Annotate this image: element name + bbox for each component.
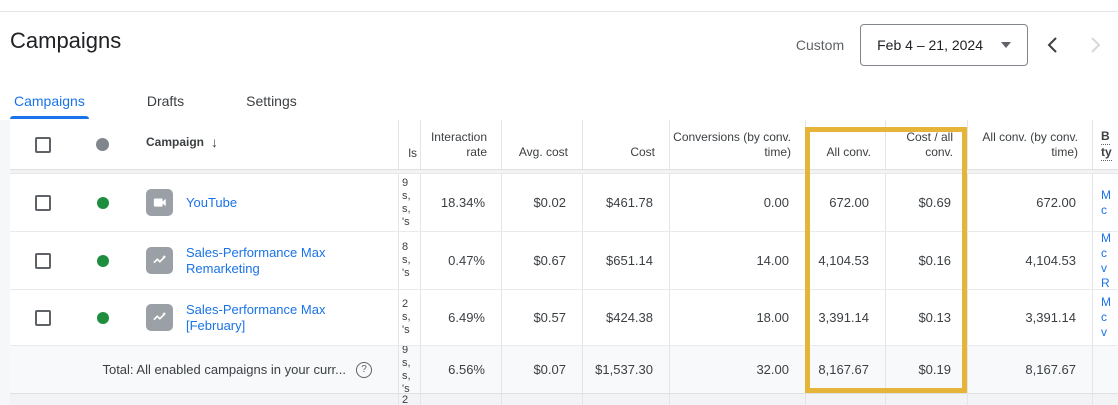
cell-all-conv: 4,104.53 (805, 232, 885, 289)
col-header-cost-all-conv[interactable]: Cost / all conv. (885, 120, 967, 169)
table-header-row: Campaign ↓ ls Interaction rate Avg. cost… (10, 120, 1118, 170)
performance-max-campaign-icon (146, 247, 173, 274)
tab-bar: Campaigns Drafts Settings (10, 90, 301, 119)
col-header-all-conv[interactable]: All conv. (805, 120, 885, 169)
cell-cost: $461.78 (582, 174, 669, 231)
previous-date-range-button[interactable] (1036, 28, 1070, 62)
video-campaign-icon (146, 189, 173, 216)
header-checkbox-cell (10, 120, 75, 169)
cell-interaction-rate: 0.47% (420, 232, 501, 289)
col-header-avg-cost[interactable]: Avg. cost (501, 120, 582, 169)
date-range-picker[interactable]: Feb 4 – 21, 2024 (860, 24, 1028, 66)
help-icon[interactable]: ? (356, 361, 372, 378)
cell-cost: $424.38 (582, 290, 669, 345)
campaign-link[interactable]: YouTube (186, 194, 238, 210)
cell-avg-cost: $0.67 (501, 232, 582, 289)
cell-interaction-rate: 6.49% (420, 290, 501, 345)
status-filter-dot-icon (96, 138, 109, 151)
truncated-cell: 2 (398, 394, 420, 405)
cell-bid-strategy[interactable]: M c v R (1092, 232, 1118, 289)
cell-conversions-by-time: 0.00 (669, 174, 805, 231)
cell-interaction-rate: 18.34% (420, 174, 501, 231)
total-row: Total: All enabled campaigns in your cur… (10, 346, 1118, 394)
caret-down-icon (1001, 42, 1011, 48)
cell-bid-strategy[interactable]: M c (1092, 174, 1118, 231)
row-checkbox[interactable] (34, 194, 51, 211)
row-checkbox[interactable] (34, 252, 51, 269)
select-all-checkbox[interactable] (34, 136, 51, 153)
performance-max-campaign-icon (146, 304, 173, 331)
col-header-truncated[interactable]: ls (398, 120, 420, 169)
header-separator (10, 170, 1118, 174)
chevron-right-icon (1091, 37, 1101, 53)
truncated-cell: 2 s, 's (398, 290, 420, 345)
status-enabled-icon (96, 254, 109, 267)
total-row-label: Total: All enabled campaigns in your cur… (102, 362, 346, 377)
cell-conversions-by-time: 14.00 (669, 232, 805, 289)
date-range-value: Feb 4 – 21, 2024 (877, 37, 983, 53)
total-cost-all-conv: $0.19 (885, 346, 967, 393)
col-header-conversions-by-time[interactable]: Conversions (by conv. time) (669, 120, 805, 169)
left-gutter (0, 120, 10, 405)
header-status-cell (75, 120, 130, 169)
total-bid-strategy-cell (1092, 346, 1118, 393)
total-avg-cost: $0.07 (501, 346, 582, 393)
cell-cost: $651.14 (582, 232, 669, 289)
cell-bid-strategy[interactable]: M c v (1092, 290, 1118, 345)
campaign-link[interactable]: Sales-Performance Max [February] (186, 301, 326, 333)
sort-descending-icon: ↓ (211, 133, 219, 150)
truncated-cell: 8 s, 's (398, 232, 420, 289)
col-header-interaction-rate[interactable]: Interaction rate (420, 120, 501, 169)
table-row: YouTube 9 s, s, 's 18.34% $0.02 $461.78 … (10, 174, 1118, 232)
truncated-cell: 9 s, s, 's (398, 174, 420, 231)
cell-avg-cost: $0.57 (501, 290, 582, 345)
cell-conversions-by-time: 18.00 (669, 290, 805, 345)
tab-drafts[interactable]: Drafts (146, 93, 185, 109)
total-cost: $1,537.30 (582, 346, 669, 393)
partial-next-row: 2 (10, 394, 1118, 405)
cell-avg-cost: $0.02 (501, 174, 582, 231)
col-header-campaign[interactable]: Campaign ↓ (146, 133, 219, 150)
cell-all-conv: 672.00 (805, 174, 885, 231)
cell-all-conv-by-time: 672.00 (967, 174, 1092, 231)
tab-settings[interactable]: Settings (246, 93, 297, 109)
table-row: Sales-Performance Max [February] 2 s, 's… (10, 290, 1118, 346)
status-enabled-icon (96, 311, 109, 324)
campaign-link[interactable]: Sales-Performance Max Remarketing (186, 244, 326, 276)
cell-all-conv: 3,391.14 (805, 290, 885, 345)
total-conversions-by-time: 32.00 (669, 346, 805, 393)
cell-cost-all-conv: $0.16 (885, 232, 967, 289)
col-header-all-conv-by-time[interactable]: All conv. (by conv. time) (967, 120, 1092, 169)
cell-all-conv-by-time: 4,104.53 (967, 232, 1092, 289)
col-header-cost[interactable]: Cost (582, 120, 669, 169)
total-all-conv-by-time: 8,167.67 (967, 346, 1092, 393)
cell-cost-all-conv: $0.13 (885, 290, 967, 345)
col-header-bid-strategy-type[interactable]: B ty (1092, 120, 1118, 169)
cell-cost-all-conv: $0.69 (885, 174, 967, 231)
cell-all-conv-by-time: 3,391.14 (967, 290, 1092, 345)
status-enabled-icon (96, 196, 109, 209)
date-range-controls: Custom Feb 4 – 21, 2024 (796, 23, 1112, 67)
next-date-range-button[interactable] (1078, 28, 1112, 62)
truncated-cell: 9 s, s, 's (398, 346, 420, 393)
tab-campaigns[interactable]: Campaigns (10, 90, 89, 119)
row-checkbox[interactable] (34, 309, 51, 326)
total-all-conv: 8,167.67 (805, 346, 885, 393)
top-divider (0, 11, 1118, 12)
campaigns-table: Campaign ↓ ls Interaction rate Avg. cost… (10, 120, 1118, 405)
table-row: Sales-Performance Max Remarketing 8 s, '… (10, 232, 1118, 290)
date-range-type-label: Custom (795, 37, 845, 53)
chevron-left-icon (1047, 37, 1057, 53)
total-interaction-rate: 6.56% (420, 346, 501, 393)
page-title: Campaigns (10, 28, 122, 53)
